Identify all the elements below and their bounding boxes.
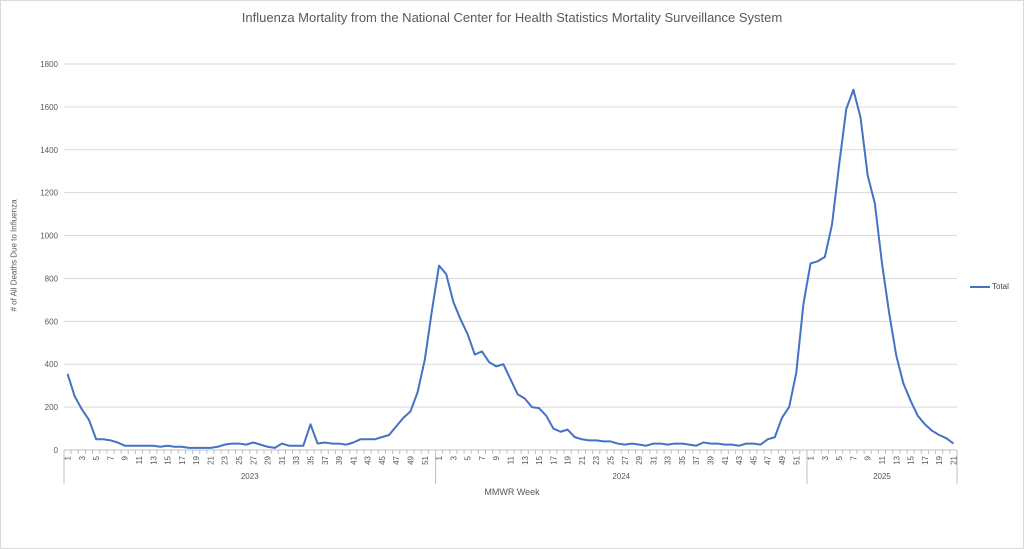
- x-tick-label: 39: [707, 455, 716, 464]
- x-tick-label: 47: [392, 455, 401, 464]
- x-tick-label: 41: [721, 455, 730, 464]
- x-tick-label: 13: [149, 455, 158, 464]
- x-tick-label: 45: [378, 455, 387, 464]
- x-tick-label: 21: [949, 455, 958, 464]
- x-tick-label: 3: [78, 455, 87, 460]
- x-tick-label: 17: [178, 455, 187, 464]
- y-tick-label: 1600: [40, 103, 58, 112]
- series-line-total: [66, 88, 955, 449]
- y-tick-label: 1800: [40, 60, 58, 69]
- x-tick-label: 51: [792, 455, 801, 464]
- x-tick-label: 27: [621, 455, 630, 464]
- x-tick-label: 1: [807, 455, 816, 460]
- x-tick-label: 19: [935, 455, 944, 464]
- x-tick-label: 21: [578, 455, 587, 464]
- legend-label-total: Total: [992, 282, 1009, 291]
- legend-swatch-total: [970, 285, 990, 288]
- x-tick-label: 19: [192, 455, 201, 464]
- x-tick-label: 23: [221, 455, 230, 464]
- x-tick-label: 15: [164, 455, 173, 464]
- x-tick-label: 19: [564, 455, 573, 464]
- x-tick-label: 33: [292, 455, 301, 464]
- x-tick-label: 45: [749, 455, 758, 464]
- x-tick-label: 49: [778, 455, 787, 464]
- x-tick-label: 1: [64, 455, 73, 460]
- y-tick-label: 600: [45, 317, 59, 326]
- x-tick-label: 25: [607, 455, 616, 464]
- x-tick-label: 7: [478, 455, 487, 460]
- chart-title: Influenza Mortality from the National Ce…: [241, 10, 783, 25]
- x-tick-label: 23: [592, 455, 601, 464]
- legend[interactable]: Total: [970, 282, 1009, 291]
- x-tick-label: 51: [421, 455, 430, 464]
- x-tick-label: 35: [678, 455, 687, 464]
- x-axis: 1 3 5 7 9 11 13 15 17 19 21 23 25 27 29 31 33 35 37 39 41 43 4…: [63, 449, 958, 484]
- x-tick-label: 43: [735, 455, 744, 464]
- x-tick-label: 29: [264, 455, 273, 464]
- x-tick-label: 49: [406, 455, 415, 464]
- x-tick-label: 15: [535, 455, 544, 464]
- x-tick-label: 3: [449, 455, 458, 460]
- x-tick-label: 9: [121, 455, 130, 460]
- x-tick-label: 13: [521, 455, 530, 464]
- x-tick-label: 21: [206, 455, 215, 464]
- x-tick-label: 37: [321, 455, 330, 464]
- year-label: 2024: [612, 472, 630, 481]
- x-tick-label: 5: [835, 455, 844, 460]
- x-tick-label: 9: [864, 455, 873, 460]
- x-tick-label: 11: [135, 455, 144, 464]
- x-tick-label: 13: [892, 455, 901, 464]
- x-tick-label: 5: [464, 455, 473, 460]
- x-tick-label: 47: [764, 455, 773, 464]
- y-tick-label: 1200: [40, 189, 58, 198]
- x-tick-label: 9: [492, 455, 501, 460]
- x-tick-label: 3: [821, 455, 830, 460]
- year-label: 2025: [873, 472, 891, 481]
- x-tick-label: 17: [921, 455, 930, 464]
- series-group: [66, 88, 955, 449]
- y-tick-label: 800: [45, 274, 59, 283]
- x-tick-label: 41: [349, 455, 358, 464]
- y-tick-label: 0: [54, 446, 59, 455]
- y-tick-label: 200: [45, 403, 59, 412]
- x-tick-label: 5: [92, 455, 101, 460]
- x-tick-label: 31: [278, 455, 287, 464]
- x-tick-label: 1: [435, 455, 444, 460]
- year-label: 2023: [241, 472, 259, 481]
- x-tick-label: 17: [549, 455, 558, 464]
- x-tick-label: 15: [907, 455, 916, 464]
- x-tick-label: 7: [849, 455, 858, 460]
- x-tick-label: 39: [335, 455, 344, 464]
- x-tick-label: 11: [507, 455, 516, 464]
- x-tick-label: 37: [692, 455, 701, 464]
- y-ticks: 0 200 400 600 800 1000 1200 1400 1600 1800: [40, 60, 58, 455]
- x-tick-label: 25: [235, 455, 244, 464]
- y-tick-label: 400: [45, 360, 59, 369]
- y-tick-label: 1000: [40, 232, 58, 241]
- y-tick-label: 1400: [40, 146, 58, 155]
- x-tick-label: 11: [878, 455, 887, 464]
- x-tick-label: 43: [364, 455, 373, 464]
- x-tick-label: 35: [306, 455, 315, 464]
- x-tick-label: 27: [249, 455, 258, 464]
- x-axis-label: MMWR Week: [484, 487, 540, 497]
- gridlines: [64, 63, 957, 408]
- x-tick-label: 29: [635, 455, 644, 464]
- x-tick-label: 31: [649, 455, 658, 464]
- x-tick-label: 7: [106, 455, 115, 460]
- x-tick-label: 33: [664, 455, 673, 464]
